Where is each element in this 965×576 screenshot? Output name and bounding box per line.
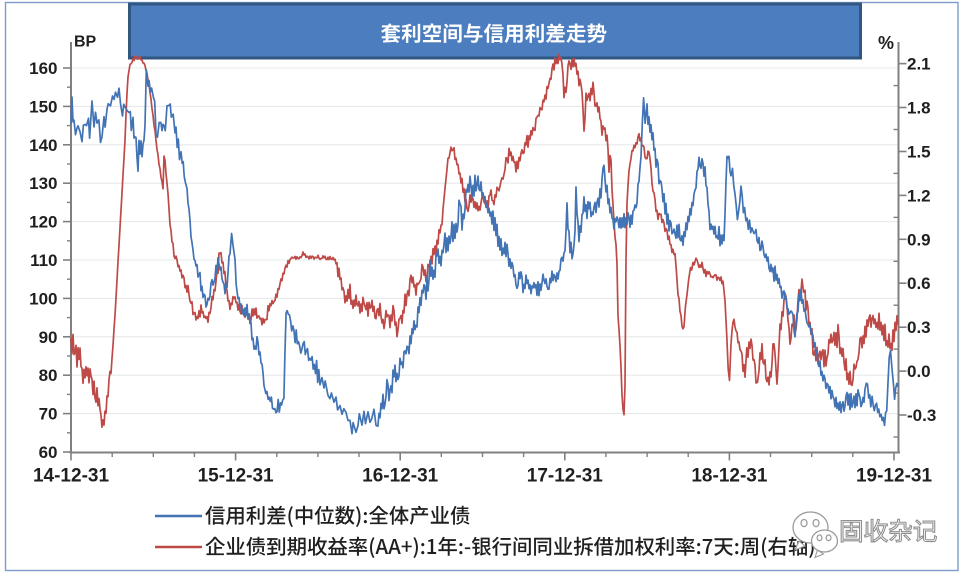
svg-text:150: 150 (29, 97, 57, 116)
svg-text:70: 70 (39, 405, 58, 424)
svg-text:%: % (878, 33, 894, 53)
svg-text:0.3: 0.3 (907, 318, 931, 337)
svg-text:15-12-31: 15-12-31 (198, 466, 274, 487)
svg-text:1.5: 1.5 (907, 143, 931, 162)
svg-text:BP: BP (74, 34, 97, 51)
svg-text:1.2: 1.2 (907, 186, 931, 205)
svg-text:140: 140 (29, 136, 57, 155)
svg-text:19-12-31: 19-12-31 (856, 466, 932, 487)
svg-text:80: 80 (39, 366, 58, 385)
svg-text:1.8: 1.8 (907, 99, 931, 118)
svg-text:16-12-31: 16-12-31 (362, 466, 438, 487)
svg-text:18-12-31: 18-12-31 (691, 466, 767, 487)
svg-text:160: 160 (29, 59, 57, 78)
svg-text:100: 100 (29, 289, 57, 308)
svg-text:17-12-31: 17-12-31 (527, 466, 603, 487)
svg-text:-0.3: -0.3 (907, 406, 936, 425)
svg-text:0.6: 0.6 (907, 274, 931, 293)
svg-text:120: 120 (29, 213, 57, 232)
svg-text:2.1: 2.1 (907, 55, 931, 74)
svg-text:0.0: 0.0 (907, 362, 931, 381)
svg-text:130: 130 (29, 174, 57, 193)
svg-text:110: 110 (30, 251, 57, 270)
svg-text:14-12-31: 14-12-31 (33, 466, 109, 487)
svg-text:0.9: 0.9 (907, 230, 931, 249)
svg-text:90: 90 (39, 328, 58, 347)
svg-text:60: 60 (39, 443, 58, 462)
